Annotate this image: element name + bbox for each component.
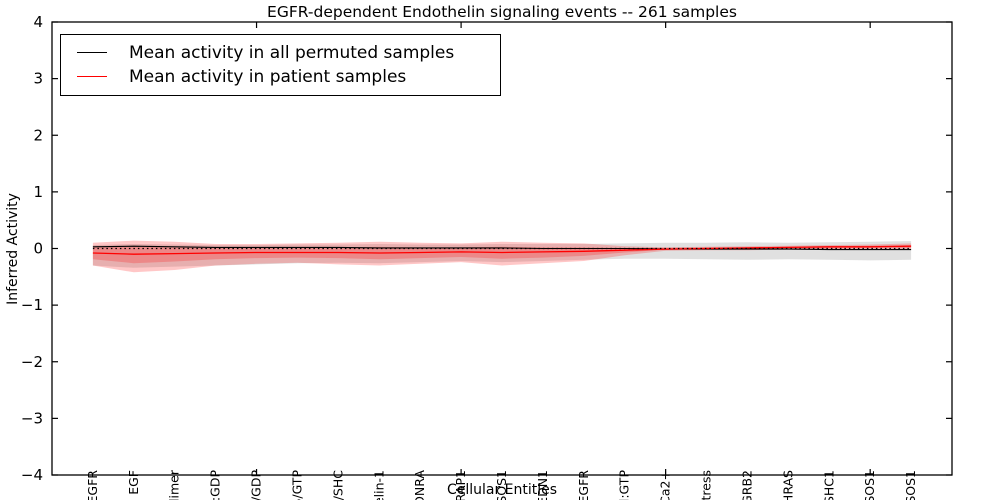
permuted-mean-line [92,245,912,251]
x-category-label: EGF/EGFR dimer/SHC/GRB2/SOS1 [494,470,509,500]
legend-item-patient: Mean activity in patient samples [71,67,490,87]
x-category-label: mol:Ca2+ [658,470,673,500]
x-category-label: SHC1 [821,470,836,500]
svg-text:1: 1 [33,183,43,201]
x-category-label: EDN1 [535,470,550,500]
x-category-label: EGF [126,470,141,495]
legend-label-patient: Mean activity in patient samples [129,66,407,87]
x-category-label: SOS1 [862,470,877,500]
svg-text:3: 3 [33,70,43,88]
x-category-label: EGF/EGFR dimer [167,469,182,500]
legend: Mean activity in all permuted samples Me… [60,34,501,96]
legend-item-permuted: Mean activity in all permuted samples [71,43,490,63]
svg-text:2: 2 [33,126,43,144]
x-category-label: GRB2/SOS1 [903,470,918,500]
y-tick-labels: −4 −3 −2 −1 0 1 2 3 4 [21,13,43,484]
svg-text:−3: −3 [21,409,43,427]
x-category-label: HRAS/GTP [289,470,304,500]
x-category-label: response to oxidative stress [699,470,714,500]
svg-text:−1: −1 [21,296,43,314]
y-axis-label: Inferred Activity [5,193,21,305]
x-axis-label: Cellular Entities [446,482,558,498]
svg-text:−4: −4 [21,466,43,484]
chart-title: EGFR-dependent Endothelin signaling even… [267,3,737,21]
black-line-sample-icon [77,52,107,54]
svg-text:0: 0 [33,240,43,258]
patient-mean-line [92,245,912,255]
axis-ticks [52,21,952,476]
svg-text:4: 4 [33,13,43,31]
x-category-labels: EGF/EGFR EGF EGF/EGFR dimer mol:GDP HRAS/GDP… [85,469,918,500]
x-category-label: mol:GDP [208,470,223,500]
legend-label-permuted: Mean activity in all permuted samples [129,42,455,63]
x-category-label: EDNRA [412,470,427,500]
svg-text:−2: −2 [21,353,43,371]
patient-band-inner [92,245,912,264]
red-line-sample-icon [77,76,107,78]
x-category-label: HRAS/GDP [249,470,264,500]
x-category-label: EGF/EGFR [85,470,100,500]
x-category-label: ETA receptor/Endothelin-1 [371,470,386,500]
x-category-label: GRB2 [739,470,754,500]
x-category-label: EGF/EGFR dimer/SHC [330,470,345,500]
x-category-label: FRAP1 [453,470,468,500]
x-category-label: HRAS [780,470,795,500]
x-category-label: mol:GTP [617,470,632,500]
x-category-label: EGFR [576,470,591,500]
